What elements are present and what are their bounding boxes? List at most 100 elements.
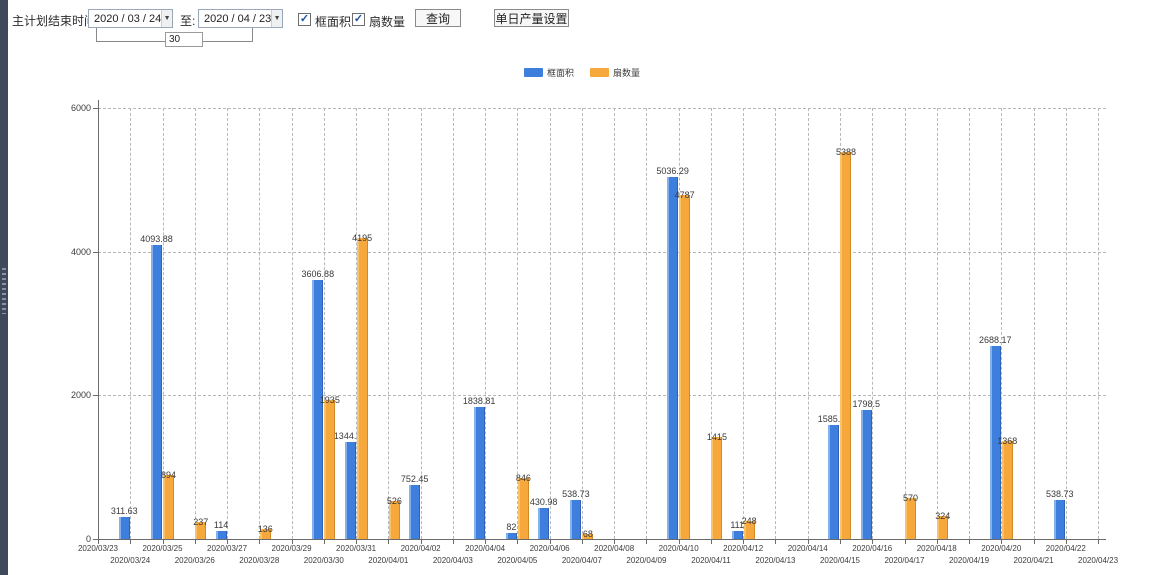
x-axis-tick [936, 539, 938, 544]
x-axis-label: 2020/04/11 [691, 556, 731, 565]
bracket-line-left-horizontal [96, 41, 165, 42]
grid-line [710, 108, 712, 539]
bar-value-label: 5388 [835, 146, 856, 157]
frame-area-bar [409, 484, 421, 539]
x-axis-label: 2020/03/23 [77, 544, 119, 553]
x-axis-label: 2020/04/15 [819, 556, 860, 565]
frame-area-bar [828, 425, 840, 539]
bar-value-label: 538.73 [1046, 489, 1074, 500]
interval-days-input[interactable] [165, 32, 203, 47]
frame-area-bar [344, 442, 356, 539]
grid-line [130, 108, 132, 539]
frame-area-bar [151, 244, 163, 539]
grid-line [969, 108, 971, 539]
date-to-picker[interactable]: 2020 / 04 / 23 ▼ [198, 9, 283, 28]
bar-value-label: 311.63 [110, 505, 138, 516]
x-axis-tick [743, 539, 745, 544]
bar-value-label: 1838.81 [462, 395, 496, 406]
x-axis-label: 2020/04/23 [1078, 556, 1119, 565]
legend-item-frame-area: 框面积 [524, 66, 574, 79]
x-axis-tick [259, 539, 261, 544]
fan-count-bar [259, 529, 271, 539]
fan-count-bar [517, 478, 529, 539]
date-from-value: 2020 / 03 / 24 [94, 12, 162, 25]
x-axis-tick [839, 539, 841, 544]
x-axis-label: 2020/03/27 [207, 544, 248, 553]
x-axis-tick [162, 539, 164, 544]
x-axis-tick [549, 539, 551, 544]
grid-line [227, 108, 229, 539]
x-axis-label: 2020/03/24 [110, 556, 151, 565]
grid-line [420, 108, 422, 539]
x-axis-label: 2020/03/31 [336, 544, 377, 553]
grid-line [904, 108, 906, 539]
x-axis-label: 2020/04/14 [787, 544, 828, 553]
x-axis-tick [678, 539, 680, 544]
frame-area-bar [312, 279, 324, 539]
grid-line [807, 108, 809, 539]
bar-value-label: 237 [193, 516, 209, 527]
bar-value-label: 846 [515, 473, 531, 484]
grid-line [98, 395, 1106, 397]
y-axis-tick [93, 108, 98, 109]
frame-area-bar [118, 516, 130, 539]
y-axis-label: 2000 [70, 390, 91, 401]
x-axis-tick [614, 539, 616, 544]
grid-line [323, 108, 325, 539]
frame-area-bar [215, 530, 227, 539]
x-axis-label: 2020/04/05 [497, 556, 538, 565]
frame-area-checkbox-label[interactable]: 框面积 [315, 15, 352, 29]
date-to-dropdown-button[interactable]: ▼ [271, 10, 282, 27]
x-axis-tick [872, 539, 874, 544]
y-axis-line [98, 100, 99, 540]
checkmark-icon: ✓ [299, 13, 310, 25]
query-button[interactable]: 查询 [415, 9, 461, 27]
x-axis-tick [1033, 539, 1035, 544]
x-axis-tick [356, 539, 358, 544]
frame-area-bar [667, 177, 679, 539]
x-axis-tick [517, 539, 519, 544]
fan-count-bar [195, 521, 207, 539]
x-axis-tick [452, 539, 454, 544]
x-axis-tick [485, 539, 487, 544]
date-from-dropdown-button[interactable]: ▼ [161, 10, 172, 27]
splitter-grip[interactable] [2, 268, 6, 314]
grid-line [194, 108, 196, 539]
grid-line [98, 108, 1106, 109]
x-axis-label: 2020/04/21 [1013, 556, 1054, 565]
date-to-value: 2020 / 04 / 23 [204, 12, 272, 25]
grid-line [162, 108, 164, 539]
fan-count-bar [163, 474, 175, 539]
frame-area-checkbox[interactable]: ✓ [298, 13, 311, 26]
frame-area-bar [1054, 500, 1066, 539]
bar-value-label: 136 [257, 524, 273, 535]
x-axis-label: 2020/04/17 [884, 556, 925, 565]
fan-count-checkbox-label[interactable]: 扇数量 [369, 15, 406, 29]
x-axis-label: 2020/03/25 [142, 544, 183, 553]
x-axis-tick [581, 539, 583, 544]
bar-value-label: 1344.95 [333, 431, 367, 442]
x-axis-tick [194, 539, 196, 544]
x-axis-label: 2020/04/03 [432, 556, 473, 565]
grid-line [872, 108, 874, 539]
x-axis-tick [969, 539, 971, 544]
frame-area-bar [989, 345, 1001, 539]
bar-value-label: 3606.88 [301, 268, 335, 279]
date-from-picker[interactable]: 2020 / 03 / 24 ▼ [88, 9, 173, 28]
fan-count-bar [840, 151, 852, 539]
legend-item-fan-count: 扇数量 [590, 66, 640, 79]
y-axis-label: 6000 [70, 103, 91, 113]
checkmark-icon: ✓ [353, 13, 364, 25]
fan-count-checkbox[interactable]: ✓ [352, 13, 365, 26]
fan-count-bar [937, 515, 949, 539]
bracket-line-left-vertical [96, 28, 97, 41]
x-axis-tick [646, 539, 648, 544]
grid-line [98, 251, 1106, 253]
frame-area-swatch [524, 68, 543, 77]
daily-output-settings-button[interactable]: 单日产量设置 [494, 9, 569, 27]
x-axis-tick [1065, 539, 1067, 544]
x-axis-tick [98, 539, 99, 544]
chevron-down-icon: ▼ [163, 15, 171, 22]
grid-line [549, 108, 551, 539]
y-axis-tick [93, 395, 98, 397]
